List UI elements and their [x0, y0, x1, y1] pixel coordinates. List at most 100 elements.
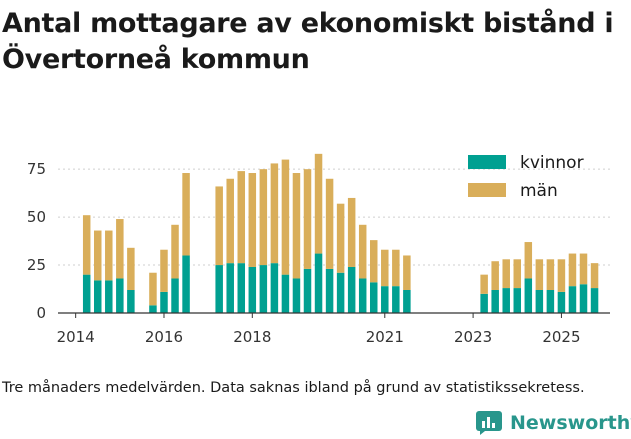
bar-män	[347, 197, 356, 267]
bar-kvinnor	[590, 288, 599, 313]
bar-män	[182, 173, 190, 256]
bar-kvinnor	[215, 265, 223, 313]
bar-män	[403, 255, 411, 290]
bar-män	[149, 272, 157, 306]
bar-kvinnor	[579, 284, 588, 313]
y-tick-label: 75	[27, 160, 46, 178]
bar-kvinnor	[358, 278, 367, 313]
bar-kvinnor	[513, 288, 522, 313]
bar-kvinnor	[149, 305, 157, 313]
bar-kvinnor	[325, 268, 334, 313]
bar-kvinnor	[392, 286, 400, 313]
bar-män	[93, 230, 102, 281]
footnote: Tre månaders medelvärden. Data saknas ib…	[2, 380, 585, 396]
bar-män	[270, 163, 279, 264]
bar-män	[314, 153, 323, 254]
bar-kvinnor	[557, 291, 566, 313]
bars	[82, 153, 599, 313]
bar-kvinnor	[127, 289, 135, 313]
bar-män	[535, 259, 544, 290]
bar-män	[491, 261, 499, 290]
y-tick-label: 50	[27, 208, 46, 226]
legend: kvinnor män	[468, 153, 584, 201]
bar-män	[568, 253, 577, 287]
bar-män	[171, 224, 179, 279]
bar-män	[226, 178, 234, 264]
bar-kvinnor	[535, 289, 544, 313]
bar-kvinnor	[524, 278, 533, 313]
bar-kvinnor	[259, 265, 268, 313]
bar-kvinnor	[336, 272, 345, 313]
y-tick-label: 25	[27, 256, 46, 274]
bar-män	[557, 259, 566, 292]
chart-title: Antal mottagare av ekonomiskt bistånd i …	[2, 8, 614, 75]
newsworthy-icon	[476, 411, 502, 435]
bar-män	[369, 240, 378, 283]
bar-kvinnor	[116, 278, 124, 313]
bar-män	[325, 178, 334, 269]
bar-kvinnor	[491, 289, 499, 313]
bar-kvinnor	[369, 282, 378, 313]
bar-kvinnor	[568, 286, 577, 313]
bar-män	[116, 219, 124, 279]
bar-kvinnor	[93, 280, 102, 313]
bar-kvinnor	[226, 263, 234, 313]
bar-kvinnor	[105, 280, 113, 313]
bar-kvinnor	[546, 289, 555, 313]
bar-män	[237, 171, 246, 264]
bar-kvinnor	[281, 274, 290, 313]
legend-swatch-kvinnor	[468, 155, 506, 169]
bar-män	[292, 173, 301, 279]
y-tick-label: 0	[36, 304, 46, 322]
bar-kvinnor	[171, 278, 179, 313]
bar-kvinnor	[480, 293, 488, 313]
bar-kvinnor	[303, 268, 312, 313]
bar-män	[392, 249, 400, 287]
bar-män	[524, 242, 533, 279]
bar-män	[358, 224, 367, 279]
bar-kvinnor	[160, 291, 168, 313]
bar-män	[281, 159, 290, 275]
x-tick-label: 2014	[57, 328, 95, 346]
y-axis-ticks: 0 25 50 75	[27, 160, 46, 322]
bar-män	[480, 274, 488, 294]
bar-män	[259, 169, 268, 266]
bar-kvinnor	[381, 286, 389, 313]
bar-kvinnor	[248, 266, 257, 313]
bar-män	[590, 263, 599, 289]
bar-män	[215, 186, 223, 266]
bar-kvinnor	[237, 263, 246, 313]
bar-kvinnor	[314, 253, 323, 313]
x-tick-label: 2021	[366, 328, 404, 346]
bar-chart: 0 25 50 75 2014 2016 2018 2021 2023 2025 kvinnor…	[27, 153, 610, 346]
bar-män	[579, 253, 588, 285]
x-axis-ticks: 2014 2016 2018 2021 2023 2025	[57, 313, 581, 346]
bar-män	[303, 169, 312, 269]
legend-swatch-män	[468, 183, 506, 197]
bar-män	[248, 173, 257, 267]
bar-män	[82, 215, 91, 275]
bar-män	[160, 249, 168, 292]
bar-kvinnor	[182, 255, 190, 313]
newsworthy-logo[interactable]: Newsworthy	[476, 409, 631, 437]
bar-kvinnor	[502, 288, 510, 313]
x-tick-label: 2023	[454, 328, 492, 346]
bar-kvinnor	[82, 274, 91, 313]
brand-name: Newsworthy	[510, 412, 631, 434]
x-tick-label: 2025	[542, 328, 580, 346]
bar-kvinnor	[270, 263, 279, 313]
bar-män	[546, 259, 555, 290]
legend-label-kvinnor: kvinnor	[520, 153, 584, 173]
bar-män	[336, 203, 345, 273]
bar-män	[105, 230, 113, 281]
bar-män	[381, 249, 389, 287]
bar-män	[127, 247, 135, 290]
bar-män	[502, 259, 510, 289]
bar-kvinnor	[347, 266, 356, 313]
bar-män	[513, 259, 522, 289]
x-tick-label: 2016	[145, 328, 183, 346]
bar-kvinnor	[292, 278, 301, 313]
legend-label-män: män	[520, 181, 558, 201]
x-tick-label: 2018	[233, 328, 271, 346]
bar-kvinnor	[403, 289, 411, 313]
